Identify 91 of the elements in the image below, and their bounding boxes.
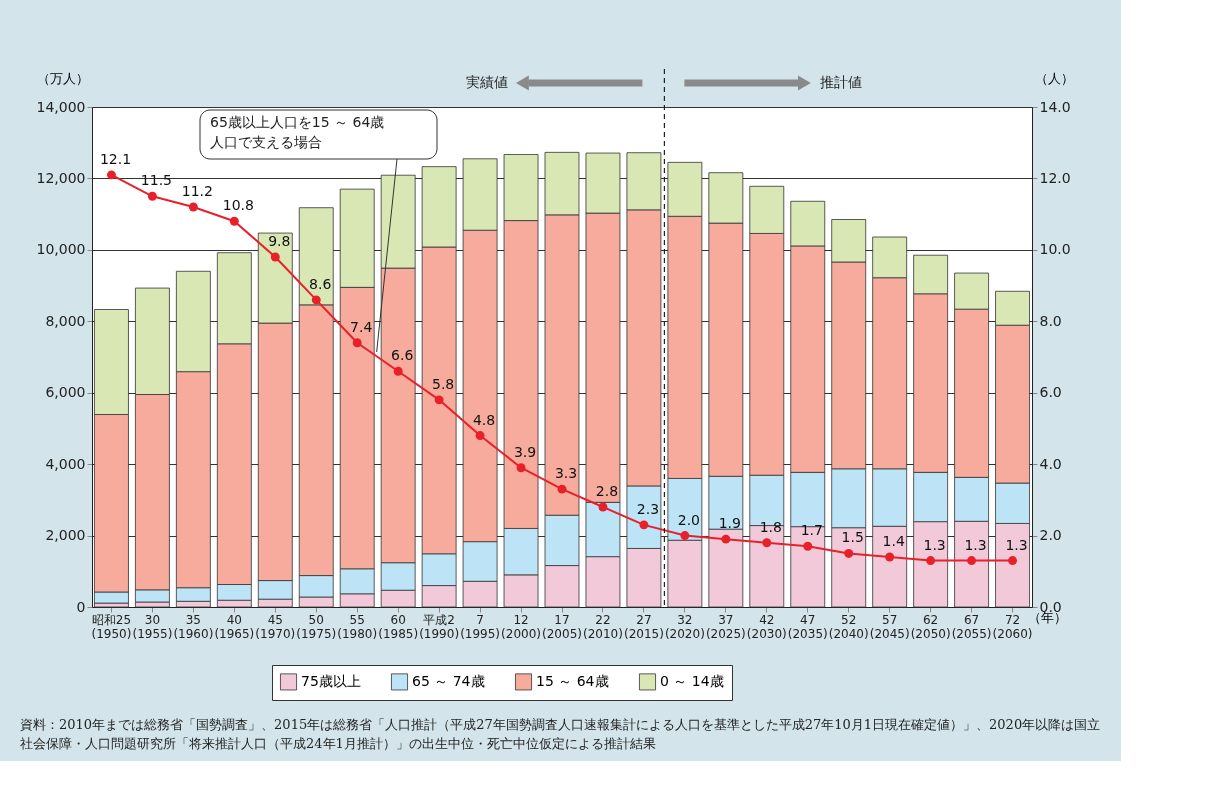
point xyxy=(188,202,198,212)
x-tick-label: 32 (2020) xyxy=(664,612,705,641)
x-tick-label: 57 (2045) xyxy=(869,612,910,641)
data-label: 11.2 xyxy=(181,183,213,199)
x-tick-label: 22 (2010) xyxy=(583,612,623,641)
data-label: 2.8 xyxy=(595,483,619,499)
legend-label: 65 ～ 74歳 xyxy=(412,672,485,689)
y-tick-label: 14,000 xyxy=(36,98,86,115)
point xyxy=(557,484,567,494)
x-tick-label: 67 (2055) xyxy=(951,612,992,641)
point xyxy=(311,295,321,305)
point xyxy=(106,170,116,180)
point xyxy=(393,366,403,376)
data-label: 4.8 xyxy=(472,411,496,428)
y2-tick-label: 6.0 xyxy=(1039,384,1062,401)
x-tick-label: 35 (1960) xyxy=(173,612,214,641)
x-tick-label: 50 (1975) xyxy=(296,612,337,641)
legend-label: 75歳以上 xyxy=(301,672,361,689)
point xyxy=(885,552,895,562)
x-tick-label: 52 (2040) xyxy=(828,612,869,641)
x-tick-label: 60 (1985) xyxy=(378,612,419,641)
text: 推計値 xyxy=(820,74,863,90)
point xyxy=(680,531,690,541)
y-axis-title: （万人） xyxy=(36,70,89,86)
y2-tick-label: 10.0 xyxy=(1039,241,1071,258)
data-label: 8.6 xyxy=(309,275,332,292)
data-label: 9.8 xyxy=(268,233,291,249)
point xyxy=(762,538,772,548)
y-tick-label: 10,000 xyxy=(36,241,86,258)
data-label: 1.3 xyxy=(1005,536,1028,553)
point xyxy=(639,520,649,530)
data-label: 1.3 xyxy=(923,536,946,553)
point xyxy=(721,534,731,544)
x-tick-label: 47 (2035) xyxy=(787,612,828,641)
point xyxy=(926,556,936,566)
y2-tick-label: 14.0 xyxy=(1039,98,1071,115)
data-label: 3.3 xyxy=(554,465,578,482)
data-label: 1.5 xyxy=(841,529,864,546)
y2-tick-label: 2.0 xyxy=(1039,527,1062,544)
point xyxy=(229,216,239,226)
x-tick-label: 37 (2025) xyxy=(705,612,746,641)
x-tick-label: 30 (1955) xyxy=(132,612,173,641)
point xyxy=(475,431,485,441)
point xyxy=(147,191,157,201)
y-tick-label: 0 xyxy=(76,598,86,615)
data-label: 3.9 xyxy=(513,443,537,460)
data-label: 2.0 xyxy=(677,511,701,528)
x-tick-label: 12 (2000) xyxy=(501,612,541,641)
data-label: 10.8 xyxy=(222,197,254,214)
y2-tick-label: 8.0 xyxy=(1039,312,1062,329)
legend-label: 15 ～ 64歳 xyxy=(536,672,609,689)
point xyxy=(434,395,444,405)
point xyxy=(967,556,977,566)
y-tick-label: 8,000 xyxy=(45,312,86,329)
point xyxy=(516,463,526,473)
y2-tick-label: 12.0 xyxy=(1039,169,1071,186)
data-label: 1.9 xyxy=(718,515,741,532)
data-label: 1.3 xyxy=(964,536,987,553)
y-tick-label: 4,000 xyxy=(45,455,86,472)
data-label: 1.7 xyxy=(800,522,823,539)
y2-axis-title: （人） xyxy=(1035,70,1074,86)
y-tick-label: 12,000 xyxy=(36,169,86,186)
y-tick-label: 2,000 xyxy=(45,527,86,544)
data-label: 7.4 xyxy=(350,318,373,335)
point xyxy=(844,548,854,558)
y-tick-label: 6,000 xyxy=(45,384,86,401)
x-tick-label: 17 (2005) xyxy=(542,612,582,641)
x-tick-label: 昭和25 (1950) xyxy=(91,612,132,641)
data-label: 2.3 xyxy=(636,500,660,517)
data-label: 6.6 xyxy=(391,347,414,364)
text: 実績値 xyxy=(466,74,509,90)
y2-tick-label: 4.0 xyxy=(1039,455,1062,472)
legend-label: 0 ～ 14歳 xyxy=(660,672,724,689)
data-label: 1.4 xyxy=(882,533,905,549)
x-tick-label: 45 (1970) xyxy=(255,612,296,641)
x-tick-label: 40 (1965) xyxy=(214,612,255,641)
data-label: 5.8 xyxy=(431,375,455,392)
x-tick-label: 55 (1980) xyxy=(337,612,378,641)
text: 資料：2010年までは総務省「国勢調査」、2015年は総務省「人口推計（平成27年国勢調査人口速報集計による人口を基準とした平成27年10月1日現在確定値）」、2020年以降は国立社会保障・人口問題研究所「将来推計人口（平成24年1月推計）」の出生中位・死亡中位仮定による推計結果 xyxy=(20,717,1101,751)
point xyxy=(803,541,813,551)
point xyxy=(1008,556,1018,566)
x-tick-label: 平成2 (1990) xyxy=(419,612,460,641)
x-tick-label: 42 (2030) xyxy=(746,612,787,641)
point xyxy=(352,338,362,348)
x-tick-label: 27 (2015) xyxy=(623,612,664,641)
point xyxy=(598,502,608,512)
data-label: 12.1 xyxy=(99,150,132,167)
x-tick-label: 7 (1995) xyxy=(460,612,501,641)
x-tick-label: 72 (2060) xyxy=(992,612,1033,641)
point xyxy=(270,252,280,262)
x-tick-label: 62 (2050) xyxy=(910,612,951,641)
